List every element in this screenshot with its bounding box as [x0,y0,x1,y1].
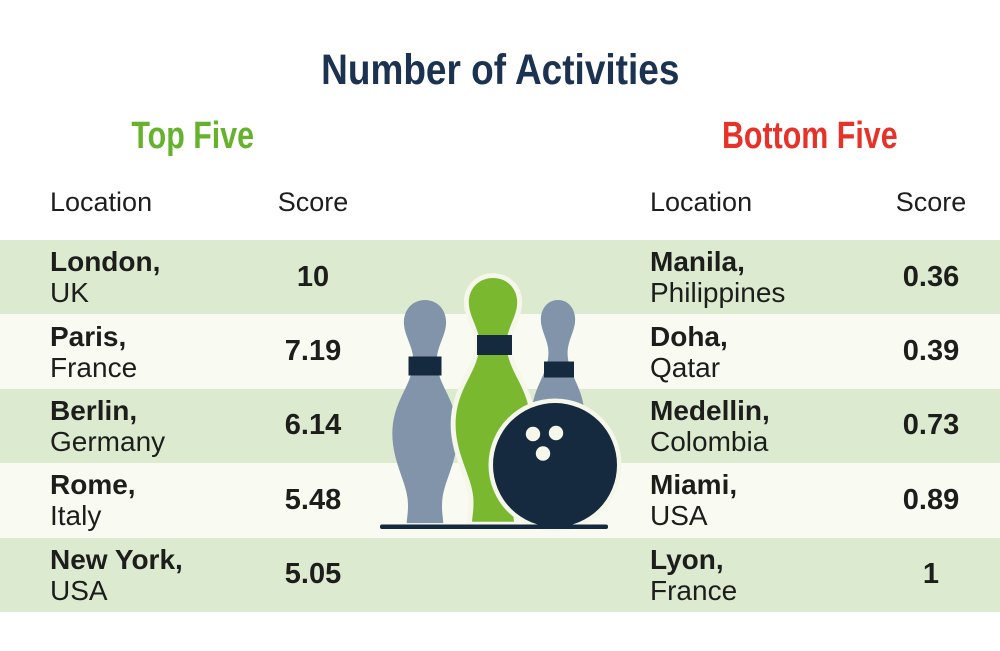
city-name: Manila, [650,246,745,278]
country-name: Italy [50,500,102,532]
score-column-header: Score [277,186,349,217]
bowling-ball-icon [493,403,617,527]
score-value: 5.48 [284,483,342,516]
score-value: 5.05 [284,558,342,591]
city-name: London, [50,246,161,278]
gray-pin-right-icon [531,300,585,496]
green-pin-icon [456,278,531,522]
table-row: New York, USA 5.05 [50,538,368,612]
bottom-five-heading: Bottom Five [650,114,970,158]
bottom-five-table: Manila, Philippines 0.36 Doha, Qatar 0.39 Mede… [650,240,986,612]
country-name: Philippines [650,277,786,309]
location-cell: Lyon, France [650,544,876,606]
bottom-column-headers: Location Score [650,186,986,218]
ground-line [380,524,608,529]
table-row: London, UK 10 [50,240,368,314]
bottom-five-heading-text: Bottom Five [722,115,898,157]
location-cell: Doha, Qatar [650,321,876,383]
country-name: USA [50,574,108,606]
location-cell: Medellin, Colombia [650,395,876,457]
city-name: New York, [50,543,183,575]
gray-pin-left-icon [392,300,458,524]
stripe-band [0,537,1000,612]
score-column-header: Score [895,186,967,217]
country-name: USA [650,500,708,532]
score-value: 0.89 [902,483,960,516]
table-row: Rome, Italy 5.48 [50,463,368,537]
score-value: 0.73 [902,409,960,442]
city-name: Doha, [650,320,728,352]
location-cell: London, UK [50,246,258,308]
location-cell: Manila, Philippines [650,246,876,308]
city-name: Berlin, [50,394,138,426]
top-column-headers: Location Score [50,186,368,218]
bowling-illustration [380,260,622,532]
country-name: UK [50,277,89,309]
top-five-heading: Top Five [40,114,345,158]
score-value: 1 [922,558,940,591]
table-row: Lyon, France 1 [650,538,986,612]
city-name: Miami, [650,469,738,501]
location-cell: Miami, USA [650,469,876,531]
location-column-header: Location [650,186,753,217]
table-row: Berlin, Germany 6.14 [50,389,368,463]
country-name: France [650,574,738,606]
top-five-table: London, UK 10 Paris, France 7.19 Berlin, German… [50,240,368,612]
city-name: Medellin, [650,394,770,426]
city-name: Lyon, [650,543,724,575]
score-value: 0.36 [902,260,960,293]
top-five-heading-text: Top Five [131,115,254,157]
location-cell: New York, USA [50,544,258,606]
score-value: 0.39 [902,335,960,368]
table-row: Doha, Qatar 0.39 [650,314,986,388]
table-row: Manila, Philippines 0.36 [650,240,986,314]
table-row: Medellin, Colombia 0.73 [650,389,986,463]
table-row: Miami, USA 0.89 [650,463,986,537]
city-name: Rome, [50,469,136,501]
table-row: Paris, France 7.19 [50,314,368,388]
score-value: 6.14 [284,409,342,442]
score-value: 7.19 [284,335,342,368]
page-title-text: Number of Activities [320,46,680,94]
location-cell: Paris, France [50,321,258,383]
score-value: 10 [296,260,330,293]
country-name: Colombia [650,425,769,457]
country-name: France [50,351,138,383]
location-column-header: Location [50,186,153,217]
country-name: Qatar [650,351,721,383]
location-cell: Rome, Italy [50,469,258,531]
location-cell: Berlin, Germany [50,395,258,457]
page-title: Number of Activities [0,48,1000,92]
country-name: Germany [50,425,166,457]
city-name: Paris, [50,320,127,352]
